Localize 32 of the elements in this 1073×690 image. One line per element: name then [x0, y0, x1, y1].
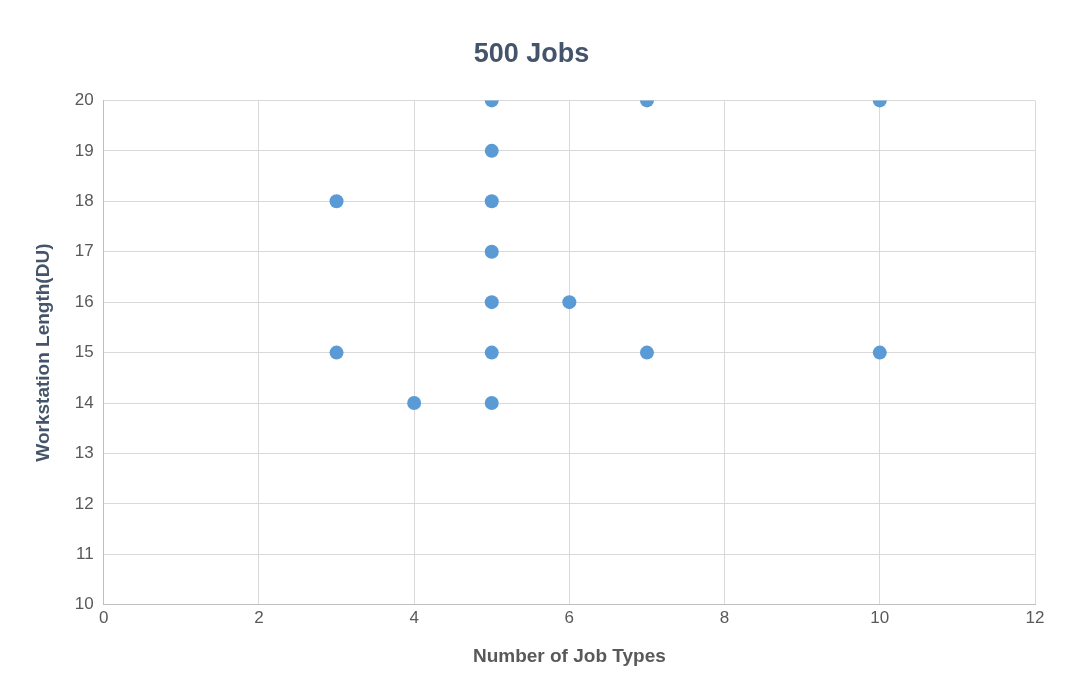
point [562, 295, 577, 310]
point [484, 396, 499, 411]
y-tick-label: 13 [74, 443, 94, 463]
x-tick-label: 2 [254, 607, 264, 627]
y-tick-label: 12 [74, 493, 94, 513]
y-tick-label: 17 [74, 241, 94, 261]
x-tick-label: 8 [719, 607, 730, 627]
point [484, 194, 499, 209]
point [872, 345, 887, 360]
point [484, 345, 499, 360]
chart-title: 500 Jobs [473, 37, 590, 68]
y-tick-label: 16 [74, 291, 94, 311]
x-axis-title: Number of Job Types [472, 644, 666, 666]
x-tick-label: 10 [870, 607, 890, 627]
y-tick-label: 14 [74, 392, 94, 412]
point [484, 295, 499, 310]
point [639, 345, 654, 360]
x-tick-label: 12 [1025, 607, 1045, 627]
point [329, 194, 344, 209]
x-tick-label: 6 [564, 607, 575, 627]
y-tick-label: 19 [74, 140, 94, 160]
y-axis-title: Workstation Length(DU) [31, 243, 53, 462]
x-tick-label: 0 [98, 607, 109, 627]
point [407, 396, 422, 411]
x-tick-label: 4 [409, 607, 419, 627]
y-tick-label: 15 [74, 342, 94, 362]
y-tick-label: 10 [74, 594, 94, 614]
y-tick-label: 20 [74, 90, 94, 110]
point [329, 345, 344, 360]
y-tick-label: 18 [74, 190, 94, 210]
y-tick-label: 11 [76, 544, 94, 564]
point [484, 244, 499, 259]
